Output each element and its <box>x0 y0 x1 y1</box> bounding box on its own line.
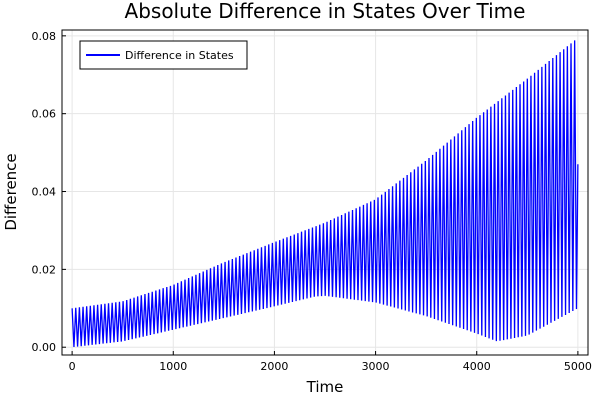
x-axis-label: Time <box>306 378 344 396</box>
legend: Difference in States <box>79 40 248 70</box>
y-tick-label: 0.02 <box>32 263 57 276</box>
y-tick-label: 0.08 <box>32 30 57 43</box>
x-tick-label: 2000 <box>260 360 288 373</box>
ticks: 0 1000 2000 3000 4000 5000 0.00 0.02 0.04 0.06 0.0… <box>32 30 592 373</box>
x-tick-label: 3000 <box>362 360 390 373</box>
series-line <box>71 40 579 348</box>
x-tick-label: 5000 <box>564 360 592 373</box>
x-tick-label: 4000 <box>463 360 491 373</box>
y-axis-label: Difference <box>2 153 20 230</box>
x-tick-label: 0 <box>69 360 76 373</box>
y-tick-label: 0.00 <box>32 341 57 354</box>
chart-title: Absolute Difference in States Over Time <box>125 0 526 23</box>
x-tick-label: 1000 <box>159 360 187 373</box>
series-layer <box>71 40 579 348</box>
y-tick-label: 0.04 <box>32 186 57 199</box>
y-tick-label: 0.06 <box>32 108 57 121</box>
legend-entry: Difference in States <box>125 49 234 62</box>
grid <box>62 30 588 355</box>
plot-frame <box>61 29 589 356</box>
